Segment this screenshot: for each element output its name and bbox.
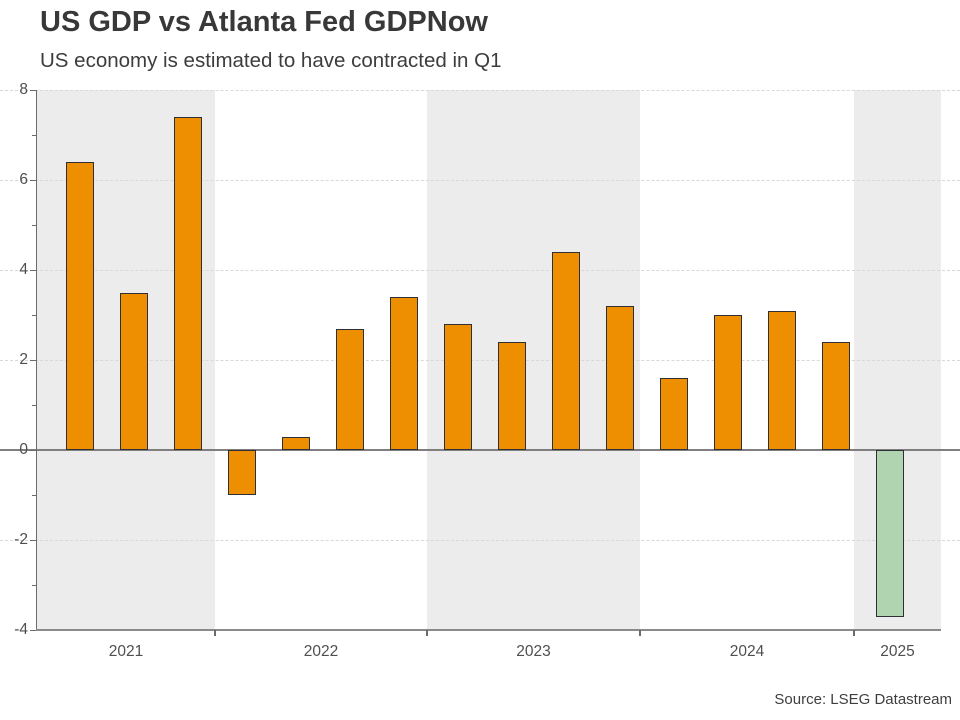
x-tick-2 xyxy=(426,630,428,636)
y-tick-label-6: 6 xyxy=(19,171,28,188)
bar-2021-Q2 xyxy=(65,162,94,450)
x-year-label-2021: 2021 xyxy=(108,643,144,660)
bar-2022-Q2 xyxy=(281,436,310,450)
x-year-label-2023: 2023 xyxy=(516,643,551,660)
bar-2023-Q4 xyxy=(605,306,634,450)
x-year-label-2024: 2024 xyxy=(729,643,765,660)
bar-2024-Q4 xyxy=(821,342,850,450)
y-minor-tick-1 xyxy=(32,404,36,406)
bar-2023-Q1 xyxy=(443,324,472,450)
y-major-tick-4 xyxy=(29,269,36,271)
bar-2025-Q1 xyxy=(875,450,904,617)
x-tick-4 xyxy=(853,630,855,636)
gridline-4 xyxy=(0,270,960,271)
chart-subtitle: US economy is estimated to have contract… xyxy=(40,49,502,72)
y-major-tick-2 xyxy=(29,359,36,361)
y-tick-label-2: 2 xyxy=(19,351,28,368)
y-tick-label--2: -2 xyxy=(14,531,28,548)
bar-2022-Q4 xyxy=(389,297,418,450)
y-major-tick--2 xyxy=(29,539,36,541)
bar-2021-Q4 xyxy=(173,117,202,450)
y-major-tick--4 xyxy=(29,629,36,631)
gridline--2 xyxy=(0,540,960,541)
y-major-tick-6 xyxy=(29,179,36,181)
bar-2024-Q3 xyxy=(767,310,796,450)
gridline-8 xyxy=(0,90,960,91)
x-axis-line xyxy=(35,629,941,631)
bar-2023-Q3 xyxy=(551,252,580,450)
gridline-6 xyxy=(0,180,960,181)
y-tick-label--4: -4 xyxy=(14,621,28,638)
source-credit: Source: LSEG Datastream xyxy=(774,691,952,708)
gridline-2 xyxy=(0,360,960,361)
bar-2021-Q3 xyxy=(119,292,148,450)
chart-title: US GDP vs Atlanta Fed GDPNow xyxy=(40,6,488,38)
y-minor-tick-5 xyxy=(32,224,36,226)
x-year-label-2022: 2022 xyxy=(303,643,339,660)
y-major-tick-8 xyxy=(29,89,36,91)
x-tick-1 xyxy=(214,630,216,636)
x-year-label-2025: 2025 xyxy=(880,643,915,660)
bar-2022-Q3 xyxy=(335,328,364,450)
x-tick-3 xyxy=(639,630,641,636)
bar-2024-Q2 xyxy=(713,315,742,450)
y-minor-tick-3 xyxy=(32,314,36,316)
y-axis-line xyxy=(35,90,37,630)
bar-2024-Q1 xyxy=(659,378,688,450)
bar-2022-Q1 xyxy=(227,450,256,495)
y-minor-tick--3 xyxy=(32,584,36,586)
y-minor-tick--1 xyxy=(32,494,36,496)
y-tick-label-8: 8 xyxy=(19,81,28,98)
y-major-tick-0 xyxy=(29,449,36,451)
zero-line xyxy=(0,449,960,451)
y-tick-label-0: 0 xyxy=(19,441,28,458)
bar-2023-Q2 xyxy=(497,342,526,450)
y-minor-tick-7 xyxy=(32,134,36,136)
y-tick-label-4: 4 xyxy=(19,261,28,278)
